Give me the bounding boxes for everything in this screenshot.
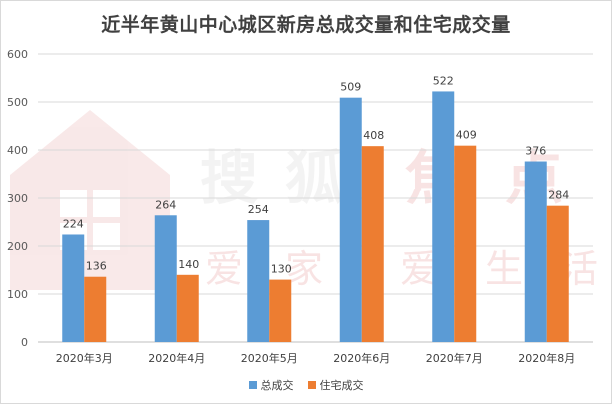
bar-total <box>339 97 362 343</box>
bar-residential <box>546 205 569 342</box>
x-tick-label: 2020年3月 <box>56 351 113 365</box>
y-tick-label: 0 <box>21 336 28 349</box>
gridlines <box>38 53 593 343</box>
x-tick-label: 2020年5月 <box>241 351 298 365</box>
legend: 总成交 住宅成交 <box>0 377 612 393</box>
x-tick-label: 2020年6月 <box>333 351 390 365</box>
y-tick-label: 100 <box>7 288 28 301</box>
bar-total <box>62 234 85 342</box>
x-axis-ticks: 2020年3月 2020年4月 2020年5月 2020年6月 2020年7月 2020年… <box>56 351 576 365</box>
x-tick-label: 2020年8月 <box>518 351 575 365</box>
data-label-total: 376 <box>525 145 546 158</box>
y-axis-ticks: 0 100 200 300 400 500 600 <box>7 48 28 349</box>
data-label-total: 509 <box>340 81 361 94</box>
bar-residential <box>269 279 292 342</box>
bar-residential <box>176 274 199 342</box>
legend-item-residential: 住宅成交 <box>307 377 364 393</box>
bar-residential <box>361 146 384 342</box>
data-label-total: 254 <box>248 203 269 216</box>
data-label-residential: 136 <box>86 260 107 273</box>
data-label-total: 224 <box>63 217 84 230</box>
legend-item-total: 总成交 <box>248 377 294 393</box>
y-tick-label: 500 <box>7 96 28 109</box>
bar-residential <box>454 145 477 342</box>
legend-swatch-total <box>248 381 257 389</box>
bar-total <box>524 161 547 342</box>
legend-label-residential: 住宅成交 <box>319 379 364 392</box>
x-tick-label: 2020年4月 <box>148 351 205 365</box>
data-label-residential: 408 <box>363 129 384 142</box>
x-tick-label: 2020年7月 <box>426 351 483 365</box>
data-label-residential: 140 <box>178 258 199 271</box>
bars <box>62 91 569 343</box>
data-label-residential: 284 <box>548 189 569 202</box>
legend-swatch-residential <box>307 381 316 389</box>
chart-title: 近半年黄山中心城区新房总成交量和住宅成交量 <box>101 14 511 36</box>
data-labels: 224 136 264 140 254 130 509 408 522 409 376 284 <box>63 74 570 275</box>
y-tick-label: 400 <box>7 144 28 157</box>
data-label-total: 522 <box>433 74 454 87</box>
y-tick-label: 300 <box>7 192 28 205</box>
data-label-residential: 130 <box>271 263 292 276</box>
bar-total <box>154 215 177 342</box>
data-label-total: 264 <box>155 198 176 211</box>
bar-total <box>247 220 270 342</box>
legend-label-total: 总成交 <box>260 379 294 392</box>
y-tick-label: 600 <box>7 48 28 61</box>
bar-total <box>432 91 455 342</box>
bar-residential <box>84 276 107 342</box>
data-label-residential: 409 <box>456 129 477 142</box>
y-tick-label: 200 <box>7 240 28 253</box>
